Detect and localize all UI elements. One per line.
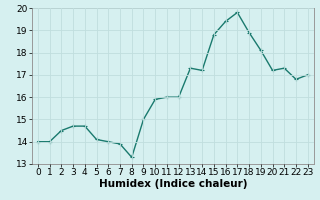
X-axis label: Humidex (Indice chaleur): Humidex (Indice chaleur) [99,179,247,189]
